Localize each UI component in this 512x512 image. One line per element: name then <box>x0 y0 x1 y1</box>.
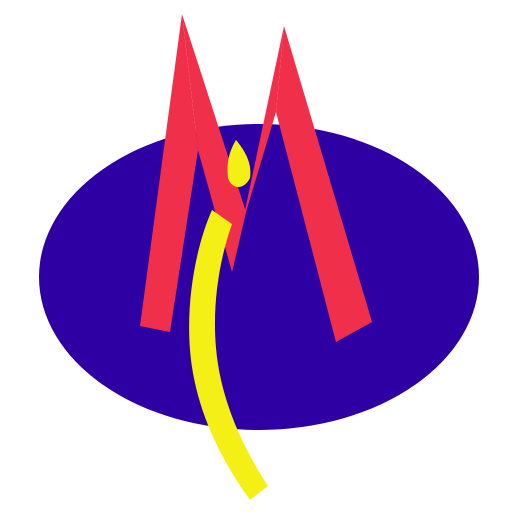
yellow-swoosh <box>189 140 268 500</box>
red-letter-m <box>140 14 372 342</box>
m-left-leg <box>140 14 198 332</box>
blue-ellipse <box>39 124 479 430</box>
m-right-diagonal <box>232 26 284 272</box>
swoosh-stroke <box>189 210 268 500</box>
m-right-leg <box>276 26 372 342</box>
m-left-diagonal <box>182 14 246 272</box>
swoosh-top-drop <box>227 140 251 187</box>
